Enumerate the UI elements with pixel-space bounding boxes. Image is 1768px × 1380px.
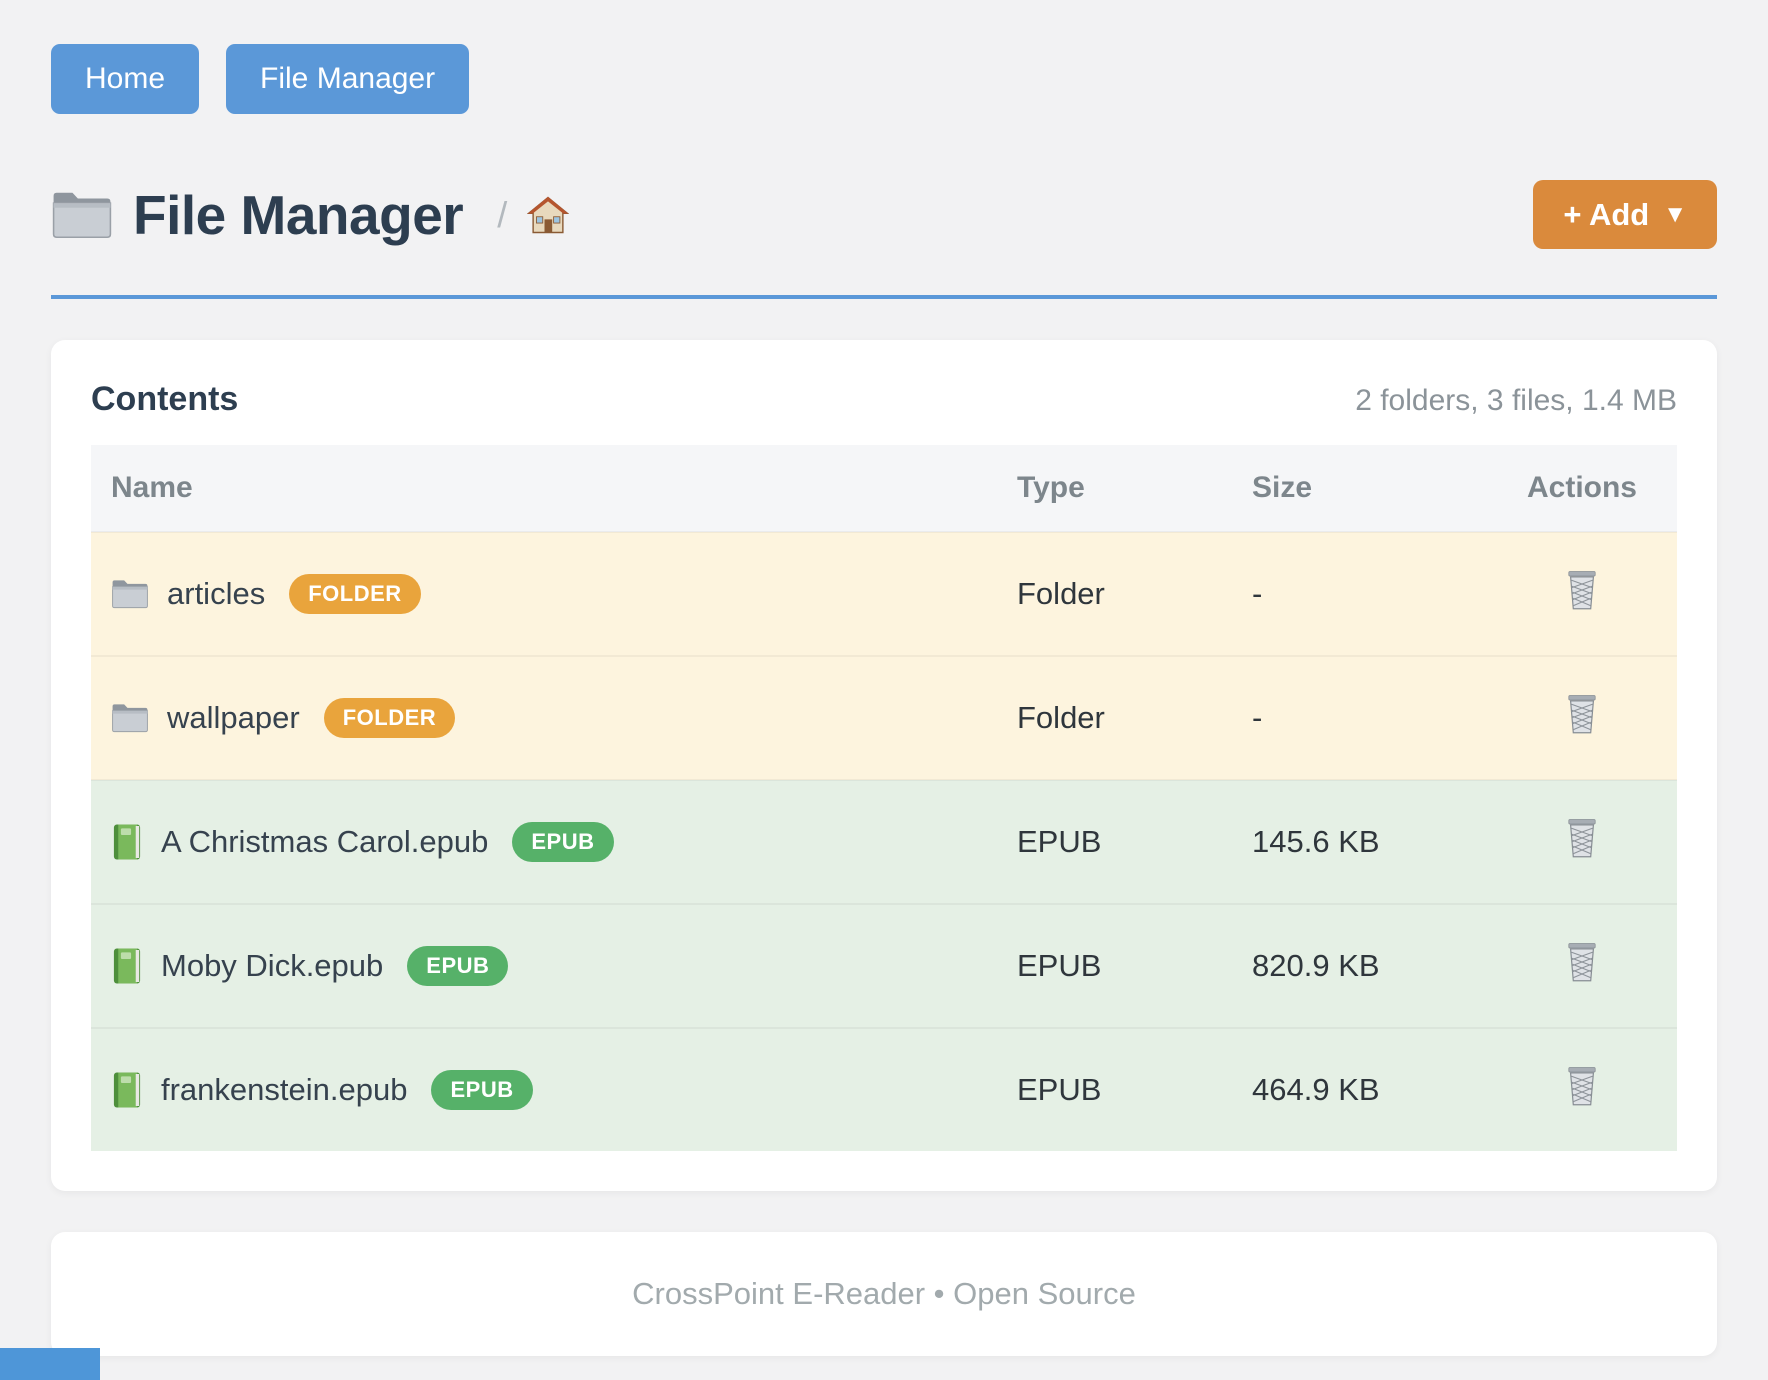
name-cell[interactable]: wallpaper FOLDER (111, 698, 977, 738)
type-cell: EPUB (997, 779, 1232, 904)
page-title: File Manager (133, 183, 464, 246)
trash-icon (1564, 941, 1600, 983)
size-cell: - (1232, 655, 1487, 780)
size-cell: 820.9 KB (1232, 903, 1487, 1028)
column-header-name: Name (91, 445, 997, 532)
table-row: frankenstein.epub EPUB EPUB 464.9 KB (91, 1027, 1677, 1151)
type-badge: EPUB (431, 1070, 533, 1110)
contents-title: Contents (91, 380, 239, 418)
type-badge: FOLDER (289, 574, 421, 614)
trash-icon (1564, 693, 1600, 735)
type-cell: Folder (997, 655, 1232, 780)
file-table: Name Type Size Actions (91, 445, 1677, 1151)
footer-text: CrossPoint E-Reader • Open Source (632, 1276, 1136, 1311)
file-name: wallpaper (167, 700, 300, 735)
type-cell: EPUB (997, 903, 1232, 1028)
breadcrumb-separator: / (497, 193, 508, 235)
table-header-row: Name Type Size Actions (91, 445, 1677, 532)
green-book-icon (111, 947, 143, 985)
contents-header: Contents 2 folders, 3 files, 1.4 MB (91, 380, 1677, 419)
type-badge: EPUB (512, 822, 614, 862)
delete-button[interactable] (1564, 569, 1600, 611)
contents-summary: 2 folders, 3 files, 1.4 MB (1355, 384, 1677, 417)
file-name: frankenstein.epub (161, 1072, 408, 1107)
green-book-icon (111, 823, 143, 861)
home-button[interactable]: Home (51, 44, 200, 114)
header-divider (51, 295, 1717, 299)
page-header: File Manager / + Add ▼ (51, 180, 1717, 249)
trash-icon (1564, 1065, 1600, 1107)
contents-card: Contents 2 folders, 3 files, 1.4 MB Name… (51, 340, 1717, 1191)
file-name: A Christmas Carol.epub (161, 824, 489, 859)
delete-button[interactable] (1564, 693, 1600, 735)
size-cell: 145.6 KB (1232, 779, 1487, 904)
type-cell: Folder (997, 531, 1232, 656)
delete-button[interactable] (1564, 817, 1600, 859)
folder-icon (51, 189, 113, 241)
title-wrap: File Manager / (51, 183, 570, 247)
file-name: Moby Dick.epub (161, 948, 384, 983)
top-nav: Home File Manager (51, 44, 1717, 114)
type-badge: EPUB (407, 946, 509, 986)
name-cell[interactable]: Moby Dick.epub EPUB (111, 946, 977, 986)
folder-icon (111, 702, 149, 734)
type-cell: EPUB (997, 1027, 1232, 1151)
name-cell[interactable]: frankenstein.epub EPUB (111, 1070, 977, 1110)
name-cell[interactable]: A Christmas Carol.epub EPUB (111, 822, 977, 862)
corner-scroll-chip (0, 1348, 100, 1380)
table-row: Moby Dick.epub EPUB EPUB 820.9 KB (91, 903, 1677, 1028)
size-cell: - (1232, 531, 1487, 656)
trash-icon (1564, 569, 1600, 611)
size-cell: 464.9 KB (1232, 1027, 1487, 1151)
chevron-down-icon: ▼ (1663, 200, 1687, 228)
table-row: wallpaper FOLDER Folder - (91, 655, 1677, 780)
column-header-type: Type (997, 445, 1232, 532)
delete-button[interactable] (1564, 941, 1600, 983)
table-row: articles FOLDER Folder - (91, 531, 1677, 656)
green-book-icon (111, 1071, 143, 1109)
delete-button[interactable] (1564, 1065, 1600, 1107)
file-manager-button[interactable]: File Manager (226, 44, 470, 114)
file-name: articles (167, 576, 266, 611)
type-badge: FOLDER (323, 698, 456, 738)
name-cell[interactable]: articles FOLDER (111, 574, 977, 614)
table-row: A Christmas Carol.epub EPUB EPUB 145.6 K… (91, 779, 1677, 904)
trash-icon (1564, 817, 1600, 859)
folder-icon (111, 578, 149, 610)
home-breadcrumb-icon[interactable] (527, 195, 570, 235)
add-button[interactable]: + Add ▼ (1533, 180, 1717, 249)
footer-card: CrossPoint E-Reader • Open Source (51, 1232, 1717, 1356)
add-button-label: + Add (1563, 197, 1650, 232)
column-header-actions: Actions (1487, 445, 1677, 532)
column-header-size: Size (1232, 445, 1487, 532)
